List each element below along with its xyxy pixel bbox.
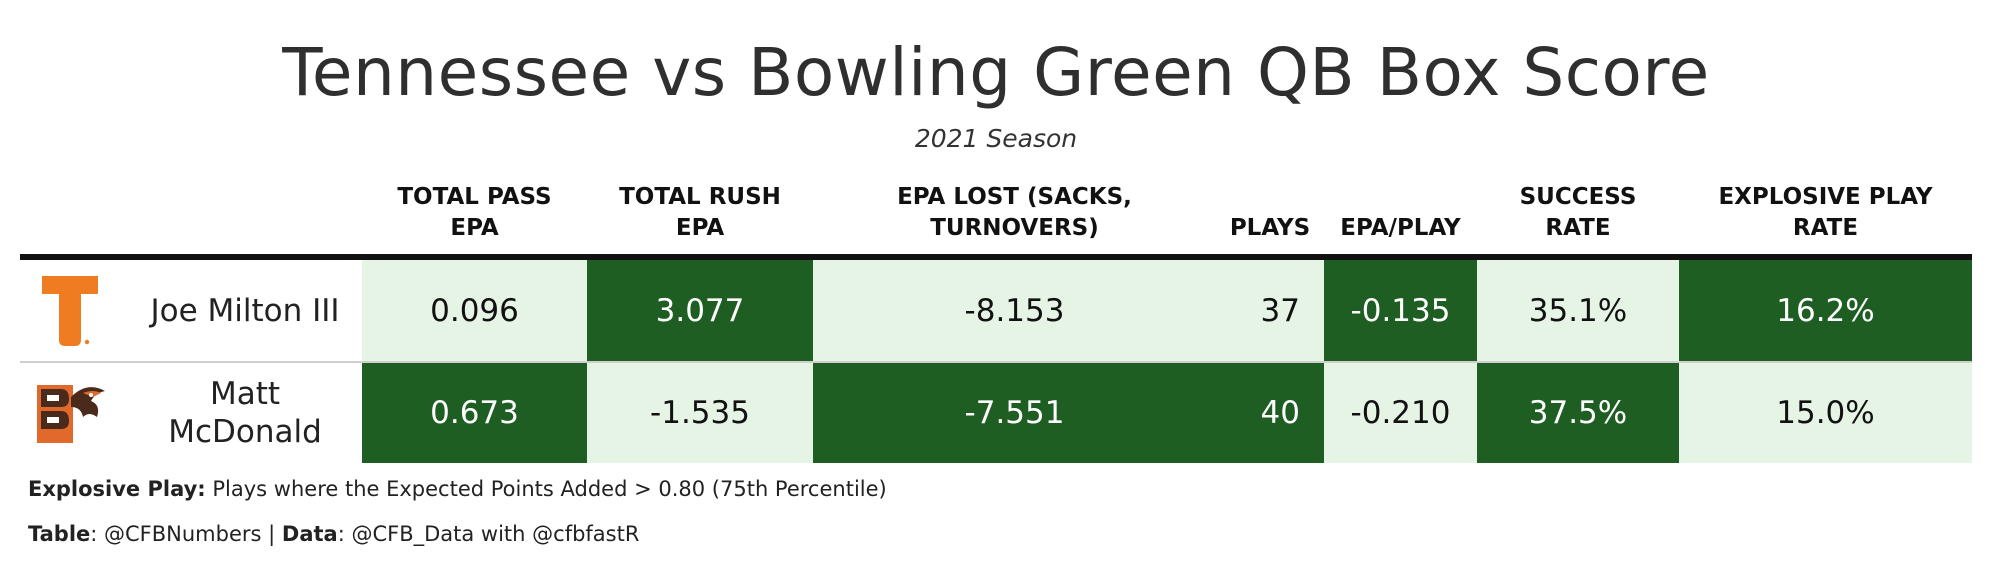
bowling-green-logo-icon bbox=[20, 363, 120, 463]
column-header-line: SUCCESS bbox=[1519, 184, 1637, 210]
cell-epa_lost: -8.153 bbox=[813, 260, 1216, 361]
player-name-line: McDonald bbox=[168, 414, 322, 450]
player-name: Joe Milton III bbox=[130, 260, 360, 361]
column-header-success: SUCCESS RATE bbox=[1477, 182, 1679, 244]
cell-rush_epa: 3.077 bbox=[587, 260, 813, 361]
header-rule bbox=[20, 254, 1972, 260]
player-name-line: Joe Milton III bbox=[150, 292, 340, 329]
table-row: Joe Milton III 0.096 3.077 -8.153 37 -0.135 3… bbox=[20, 260, 1972, 361]
explosive-play-footnote: Explosive Play: Plays where the Expected… bbox=[28, 477, 887, 501]
column-header-line: RATE bbox=[1545, 215, 1611, 241]
cell-pass_epa: 0.673 bbox=[362, 363, 587, 463]
cell-explosive: 16.2% bbox=[1679, 260, 1972, 361]
column-header-line: EPA/PLAY bbox=[1340, 215, 1461, 241]
column-header-plays: PLAYS bbox=[1216, 182, 1324, 244]
column-header-line: EPA LOST (SACKS, bbox=[897, 184, 1132, 210]
column-header-line: EXPLOSIVE PLAY bbox=[1718, 184, 1933, 210]
column-header-line: PLAYS bbox=[1229, 215, 1311, 241]
column-header-rush_epa: TOTAL RUSH EPA bbox=[587, 182, 813, 244]
column-header-epa_lost: EPA LOST (SACKS, TURNOVERS) bbox=[813, 182, 1216, 244]
cell-plays: 37 bbox=[1216, 260, 1324, 361]
column-header-line: EPA bbox=[450, 215, 499, 241]
cell-explosive: 15.0% bbox=[1679, 363, 1972, 463]
column-header-epa_play: EPA/PLAY bbox=[1324, 182, 1477, 244]
data-credit-value: : @CFB_Data with @cfbfastR bbox=[337, 522, 640, 546]
cell-epa_lost: -7.551 bbox=[813, 363, 1216, 463]
column-header-explosive: EXPLOSIVE PLAY RATE bbox=[1679, 182, 1972, 244]
column-header-line: RATE bbox=[1792, 215, 1859, 241]
row-divider bbox=[20, 361, 1972, 363]
tennessee-logo-icon bbox=[20, 260, 120, 361]
player-name: Matt McDonald bbox=[130, 363, 360, 463]
cell-success: 37.5% bbox=[1477, 363, 1679, 463]
footnote-label: Explosive Play: bbox=[28, 477, 206, 501]
chart-title: Tennessee vs Bowling Green QB Box Score bbox=[282, 34, 1710, 111]
credits-footnote: Table: @CFBNumbers | Data: @CFB_Data wit… bbox=[28, 522, 639, 546]
chart-subtitle: 2021 Season bbox=[914, 124, 1078, 153]
table-credit-value: : @CFBNumbers | bbox=[90, 522, 282, 546]
column-header-line: TURNOVERS) bbox=[930, 215, 1099, 241]
cell-rush_epa: -1.535 bbox=[587, 363, 813, 463]
player-name-line: Matt bbox=[209, 376, 281, 412]
cell-success: 35.1% bbox=[1477, 260, 1679, 361]
data-credit-label: Data bbox=[281, 522, 338, 546]
table-row: Matt McDonald 0.673 -1.535 -7.551 40 -0.210 37… bbox=[20, 363, 1972, 463]
table-credit-label: Table bbox=[28, 522, 91, 546]
cell-epa_play: -0.210 bbox=[1324, 363, 1477, 463]
column-header-line: TOTAL PASS bbox=[397, 184, 552, 210]
cell-plays: 40 bbox=[1216, 363, 1324, 463]
column-header-pass_epa: TOTAL PASS EPA bbox=[362, 182, 587, 244]
column-header-line: TOTAL RUSH bbox=[619, 184, 781, 210]
cell-pass_epa: 0.096 bbox=[362, 260, 587, 361]
footnote-text: Plays where the Expected Points Added > … bbox=[205, 477, 887, 501]
column-header-line: EPA bbox=[675, 215, 725, 241]
cell-epa_play: -0.135 bbox=[1324, 260, 1477, 361]
